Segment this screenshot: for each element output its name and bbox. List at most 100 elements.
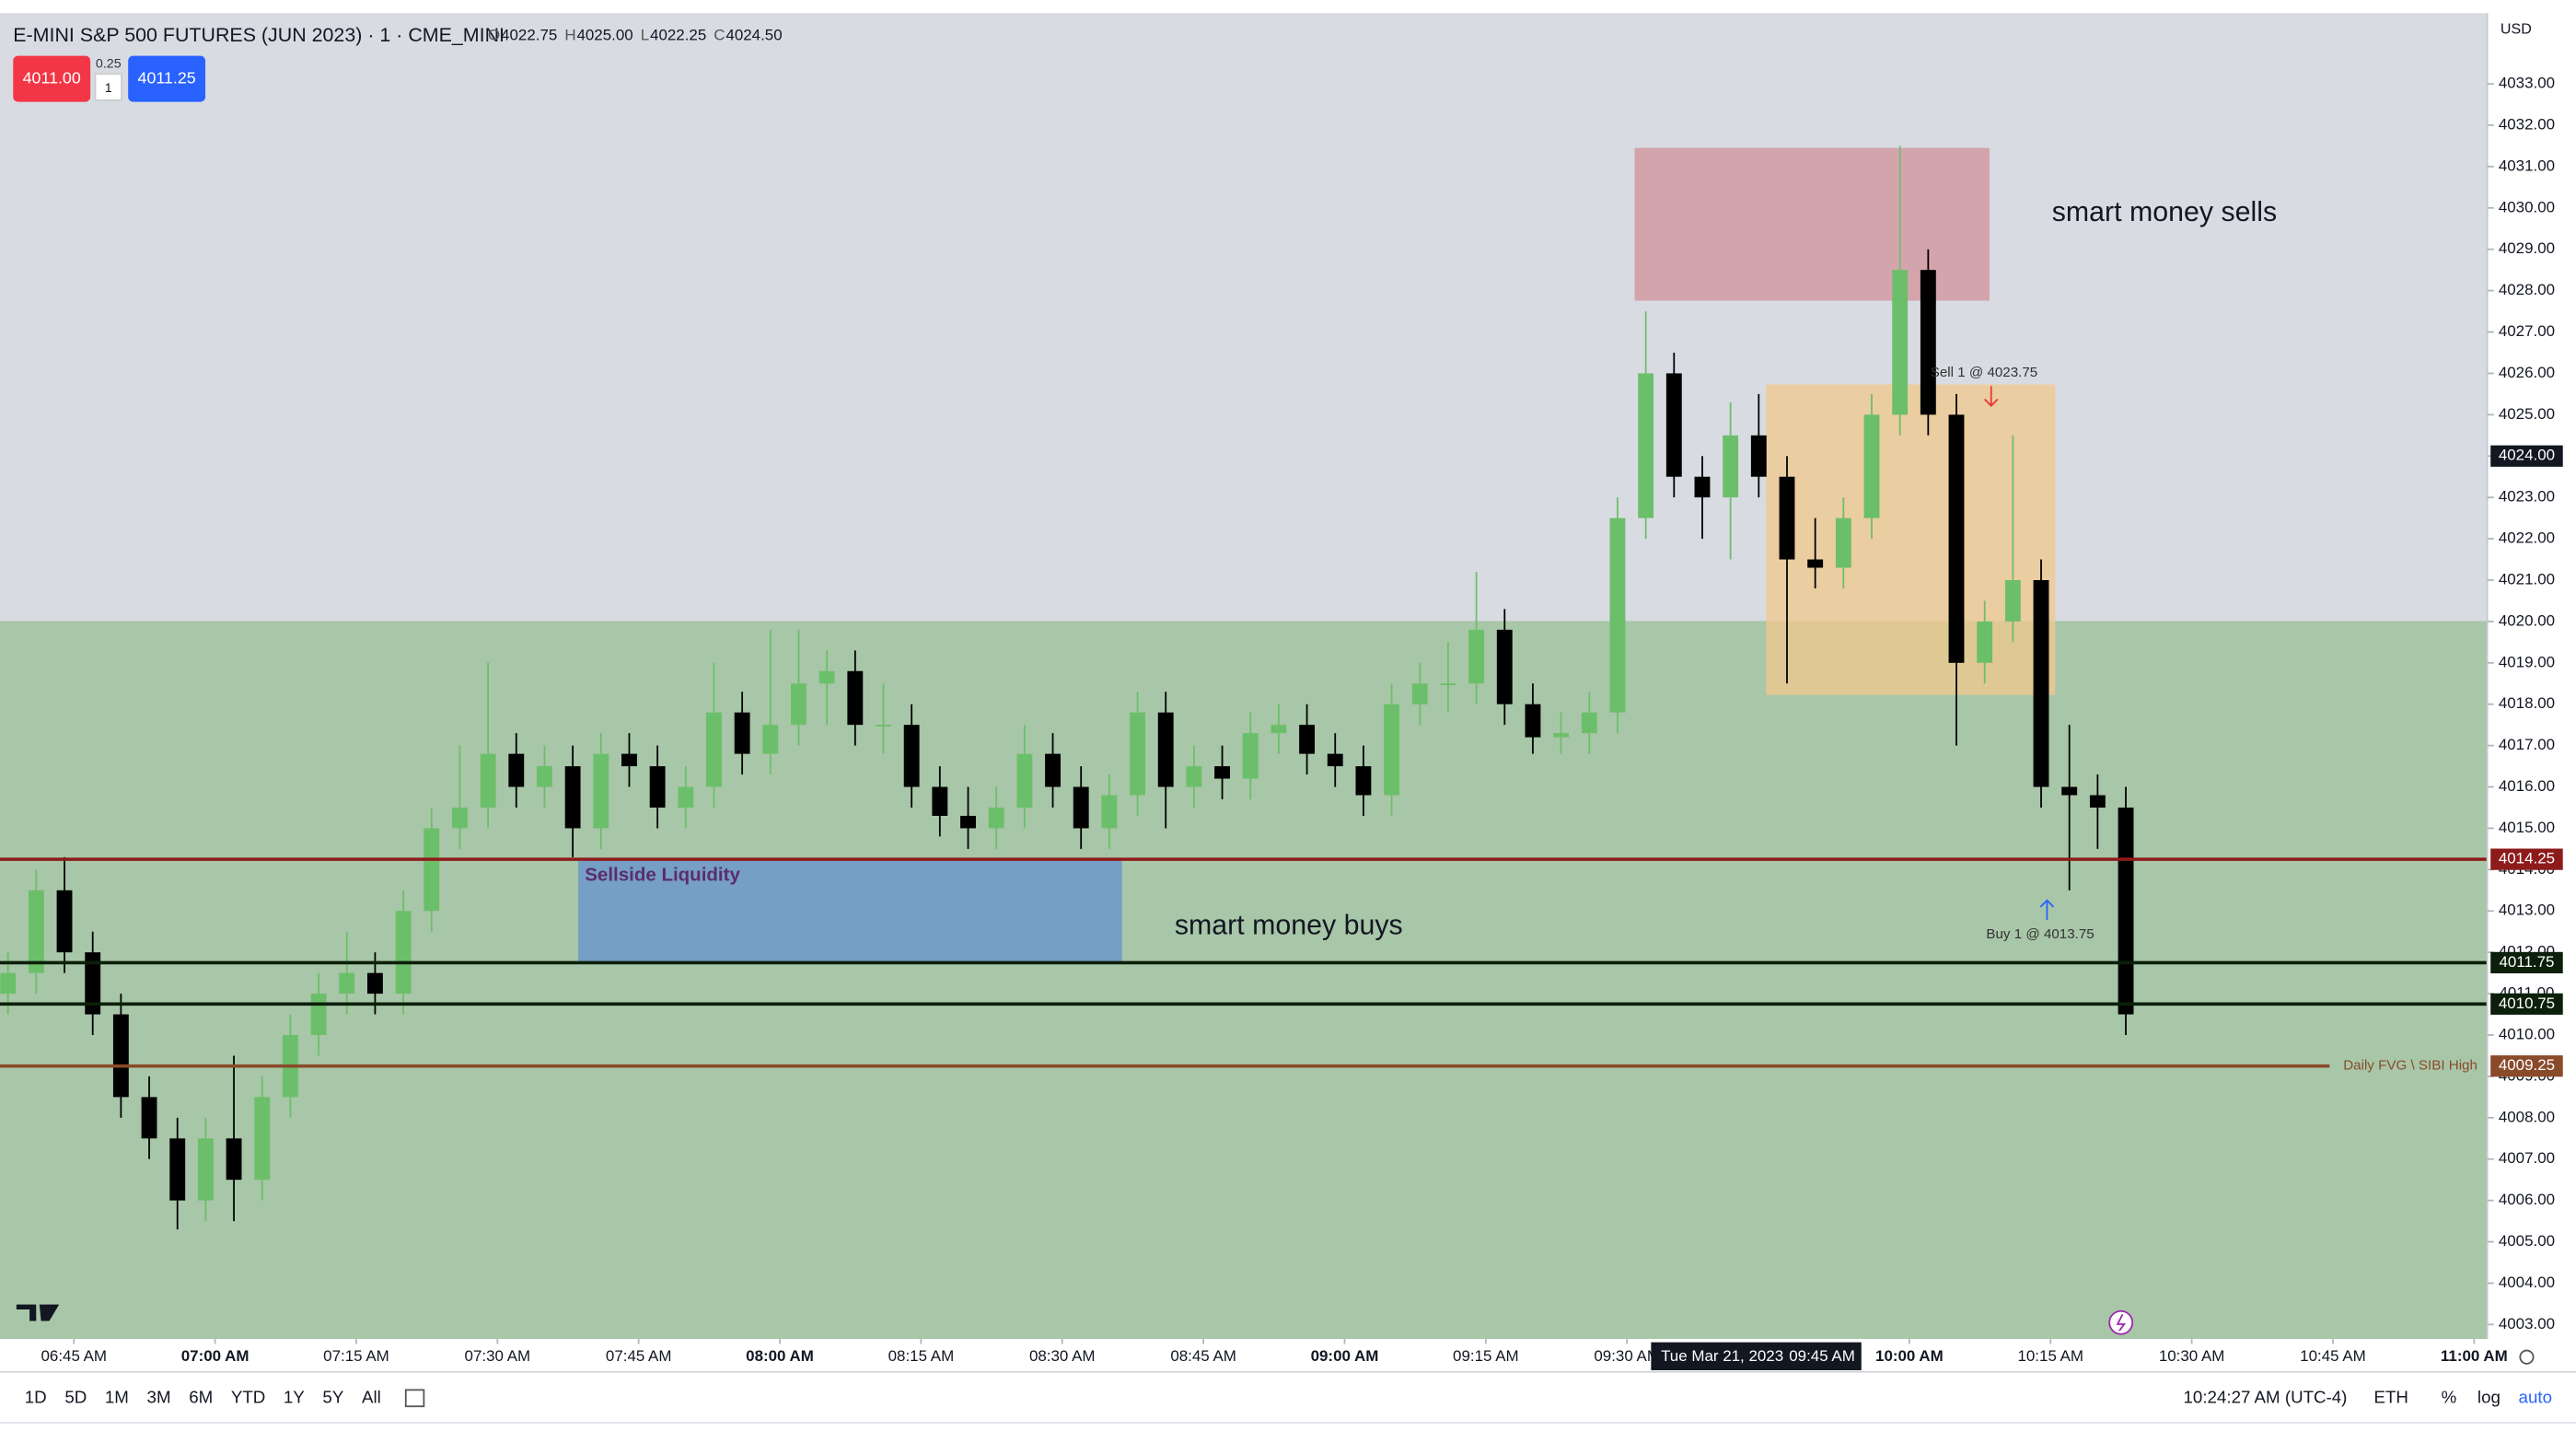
logo	[16, 1304, 60, 1321]
candle-body	[112, 1014, 129, 1098]
y-tick-label: 4032.00	[2499, 115, 2555, 133]
clock: 10:24:27 AM (UTC-4)	[2184, 1387, 2348, 1406]
range-button[interactable]: 5D	[64, 1387, 87, 1406]
candle-body	[876, 725, 891, 727]
range-button[interactable]: 6M	[189, 1387, 213, 1406]
percent-toggle[interactable]: %	[2442, 1387, 2457, 1406]
x-tick-label: 09:00 AM	[1311, 1347, 1379, 1365]
candle-body	[1920, 270, 1936, 415]
y-tick-label: 4033.00	[2499, 75, 2555, 92]
currency[interactable]: USD	[2501, 20, 2532, 37]
candle-body	[734, 712, 750, 754]
candle-body	[1242, 733, 1259, 779]
auto-toggle[interactable]: auto	[2519, 1387, 2552, 1406]
settings-icon[interactable]	[2519, 1349, 2535, 1365]
range-button[interactable]: 1M	[105, 1387, 129, 1406]
annotation: smart money sells	[2052, 197, 2277, 227]
candle-body	[226, 1138, 242, 1181]
ohlc-key: C	[714, 27, 725, 44]
candle-body	[1073, 786, 1089, 829]
candle-body	[85, 952, 101, 1015]
y-tick-label: 4004.00	[2499, 1274, 2555, 1291]
crosshair-label	[1651, 1342, 1862, 1370]
y-tick-label: 4027.00	[2499, 322, 2555, 340]
toolbar: 1D 5D 1M 3M 6M YTD 1Y 5Y All	[25, 1387, 381, 1406]
y-tick-label: 4019.00	[2499, 653, 2555, 670]
ohlc-value: 4024.50	[725, 27, 782, 44]
candle-body	[1411, 683, 1428, 704]
y-tick-label: 4031.00	[2499, 157, 2555, 174]
sell-button[interactable]	[13, 55, 91, 102]
event-icon[interactable]	[2108, 1309, 2134, 1335]
candle-body	[169, 1138, 186, 1201]
range-button[interactable]: 1Y	[284, 1387, 305, 1406]
candle-body	[508, 753, 525, 787]
candle-body	[1553, 733, 1570, 738]
candle-body	[1977, 621, 1993, 663]
candle-body	[1016, 753, 1033, 808]
price-badge	[2490, 848, 2563, 870]
candle-body	[537, 766, 552, 787]
buy-button[interactable]	[128, 55, 206, 102]
quantity-box[interactable]	[94, 73, 122, 101]
y-tick-label: 4008.00	[2499, 1108, 2555, 1125]
y-tick-label: 4017.00	[2499, 736, 2555, 753]
candle-body	[960, 815, 976, 829]
x-tick-label: 07:30 AM	[465, 1347, 531, 1365]
session[interactable]: ETH	[2374, 1387, 2408, 1406]
range-button[interactable]: YTD	[231, 1387, 265, 1406]
ohlc-key: O	[488, 27, 500, 44]
range-button[interactable]: 1D	[25, 1387, 47, 1406]
y-tick-label: 4016.00	[2499, 777, 2555, 795]
candle-body	[2089, 795, 2106, 808]
y-tick-label: 4007.00	[2499, 1149, 2555, 1167]
candle-body	[56, 890, 73, 953]
candle-body	[1214, 766, 1230, 779]
candle-body	[1157, 712, 1174, 787]
range-button[interactable]: 3M	[147, 1387, 171, 1406]
candle-body	[1525, 704, 1541, 738]
x-tick-label: 09:30 AM	[1594, 1347, 1660, 1365]
candle-body	[593, 753, 609, 829]
y-tick-label: 4025.00	[2499, 405, 2555, 423]
order-label: Sell 1 @ 4023.75	[1931, 365, 2038, 380]
candle-body	[1355, 766, 1372, 796]
crosshair-time: 09:45 AM	[1789, 1347, 1855, 1365]
y-tick-label: 4018.00	[2499, 694, 2555, 712]
annotation: smart money buys	[1175, 910, 1403, 940]
candle-body	[28, 890, 44, 973]
candle-body	[1101, 795, 1118, 829]
range-button[interactable]: All	[362, 1387, 381, 1406]
candle-body	[762, 725, 779, 754]
candle-body	[1468, 629, 1485, 684]
y-tick-label: 4010.00	[2499, 1025, 2555, 1042]
price-badge	[2490, 951, 2563, 974]
crosshair-date: Tue Mar 21, 2023	[1661, 1347, 1783, 1365]
ohlc-key: L	[641, 27, 649, 44]
plot-upper	[0, 13, 2488, 622]
range-button[interactable]: 5Y	[322, 1387, 343, 1406]
date-range-icon[interactable]	[404, 1389, 425, 1408]
price-badge	[2490, 993, 2563, 1015]
spread: 0.25	[96, 56, 122, 71]
x-tick-label: 07:00 AM	[181, 1347, 249, 1365]
candle-body	[1863, 414, 1880, 518]
candle-body	[141, 1097, 157, 1139]
buy-arrow	[2039, 899, 2055, 921]
sell-arrow	[1983, 386, 1999, 407]
y-tick-label: 4021.00	[2499, 570, 2555, 588]
buy-price: 4011.25	[138, 68, 196, 87]
level-name: Daily FVG \ SIBI High	[2343, 1058, 2477, 1074]
log-toggle[interactable]: log	[2477, 1387, 2501, 1406]
candle-body	[254, 1097, 271, 1181]
candle-body	[366, 972, 383, 995]
time-axis	[0, 1339, 2576, 1372]
candle-body	[2061, 786, 2078, 796]
candles	[0, 145, 2134, 1230]
price-badge	[2490, 1055, 2563, 1077]
last-price-badge	[2490, 445, 2563, 467]
ohlc-value: 4022.25	[650, 27, 706, 44]
candle-body	[818, 670, 835, 684]
